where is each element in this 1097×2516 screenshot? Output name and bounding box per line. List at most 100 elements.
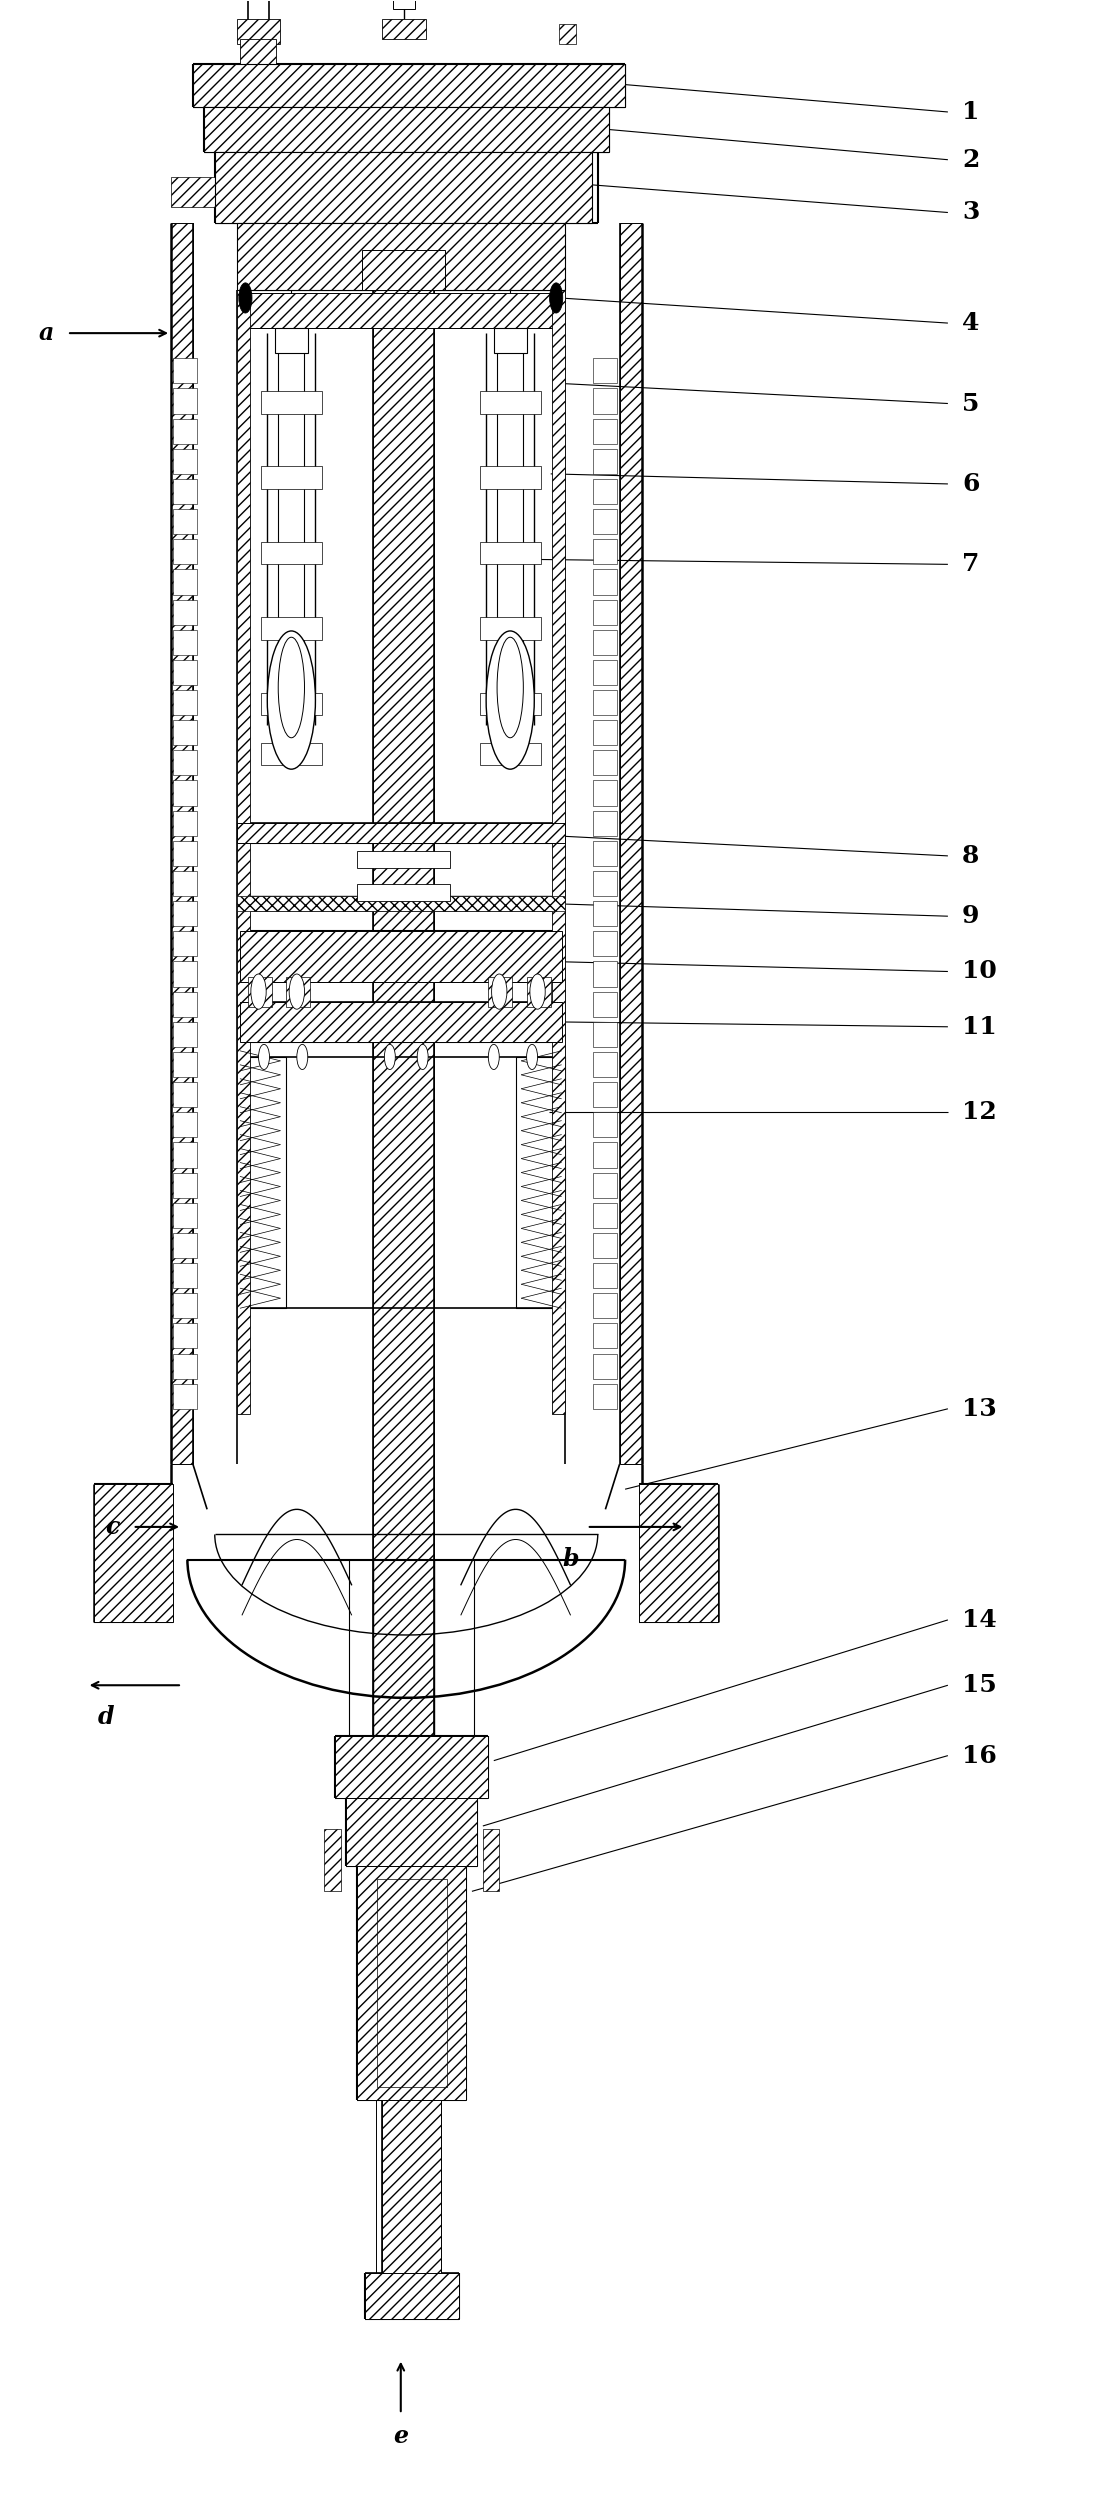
Text: a: a [38, 322, 54, 345]
Bar [173, 780, 197, 805]
Bar [173, 508, 197, 533]
Bar [593, 508, 618, 533]
Bar [373, 289, 433, 1799]
Bar [94, 1484, 173, 1623]
Bar [516, 1057, 565, 1308]
Text: 10: 10 [962, 959, 997, 984]
Bar [479, 616, 541, 639]
Ellipse shape [241, 68, 274, 113]
Bar [382, 20, 426, 40]
Bar [237, 292, 565, 327]
Circle shape [239, 282, 252, 312]
Bar [173, 418, 197, 443]
Bar [261, 465, 323, 488]
Bar [173, 478, 197, 503]
Bar [593, 961, 618, 986]
Bar [286, 976, 310, 1006]
Bar [479, 541, 541, 564]
Bar [593, 538, 618, 564]
Bar [479, 390, 541, 413]
Bar [173, 840, 197, 866]
Bar [237, 896, 565, 911]
Bar [593, 840, 618, 866]
Text: c: c [105, 1515, 120, 1540]
Text: 6: 6 [962, 473, 980, 496]
Bar [593, 1354, 618, 1379]
Bar [173, 659, 197, 684]
Bar [593, 780, 618, 805]
Bar [261, 390, 323, 413]
Ellipse shape [268, 632, 316, 770]
Circle shape [290, 974, 305, 1009]
Bar [593, 629, 618, 654]
Bar [173, 448, 197, 473]
Text: 12: 12 [962, 1099, 997, 1125]
Bar [593, 810, 618, 835]
Bar [173, 750, 197, 775]
Bar [171, 176, 217, 206]
Bar [593, 478, 618, 503]
Circle shape [550, 282, 563, 312]
Circle shape [491, 974, 507, 1009]
Bar [393, 0, 415, 10]
Bar [593, 991, 618, 1016]
Bar [620, 221, 642, 1464]
Ellipse shape [497, 637, 523, 737]
Bar [173, 931, 197, 956]
Bar [275, 327, 308, 352]
Ellipse shape [486, 632, 534, 770]
Bar [261, 692, 323, 715]
Bar [335, 1736, 488, 1799]
Bar [593, 1384, 618, 1409]
Bar [593, 418, 618, 443]
Text: 3: 3 [962, 201, 980, 224]
Text: 13: 13 [962, 1396, 997, 1422]
Bar [173, 387, 197, 413]
Text: 9: 9 [962, 903, 980, 928]
Bar [593, 1112, 618, 1137]
Bar [376, 1879, 446, 2088]
Text: 15: 15 [962, 1673, 997, 1698]
Bar [552, 289, 565, 1414]
Bar [593, 1233, 618, 1258]
Bar [173, 689, 197, 715]
Bar [593, 1263, 618, 1288]
Bar [173, 629, 197, 654]
Bar [173, 871, 197, 896]
Circle shape [384, 1044, 395, 1069]
Bar [362, 249, 444, 289]
Bar [237, 289, 250, 1414]
Bar [171, 221, 193, 1464]
Circle shape [527, 1044, 538, 1069]
Text: d: d [98, 1706, 114, 1728]
Bar [593, 720, 618, 745]
Bar [173, 357, 197, 382]
Bar [237, 823, 565, 843]
Bar [593, 1172, 618, 1198]
Bar [559, 25, 576, 45]
Bar [593, 1021, 618, 1047]
Text: 8: 8 [962, 843, 980, 868]
Bar [173, 720, 197, 745]
Bar [173, 901, 197, 926]
Text: 4: 4 [962, 312, 980, 335]
Bar [240, 40, 276, 65]
Bar [325, 1829, 340, 1892]
Text: 14: 14 [962, 1608, 997, 1633]
Bar [479, 465, 541, 488]
Bar [593, 1203, 618, 1228]
Text: 1: 1 [962, 101, 980, 123]
Text: e: e [394, 2423, 408, 2448]
Bar [173, 569, 197, 594]
Bar [593, 1323, 618, 1349]
Circle shape [488, 1044, 499, 1069]
Bar [593, 1082, 618, 1107]
Bar [593, 871, 618, 896]
Bar [248, 976, 272, 1006]
Ellipse shape [279, 637, 305, 737]
Circle shape [530, 974, 545, 1009]
Bar [173, 1233, 197, 1258]
Bar [173, 1293, 197, 1318]
Circle shape [251, 974, 267, 1009]
Bar [261, 742, 323, 765]
